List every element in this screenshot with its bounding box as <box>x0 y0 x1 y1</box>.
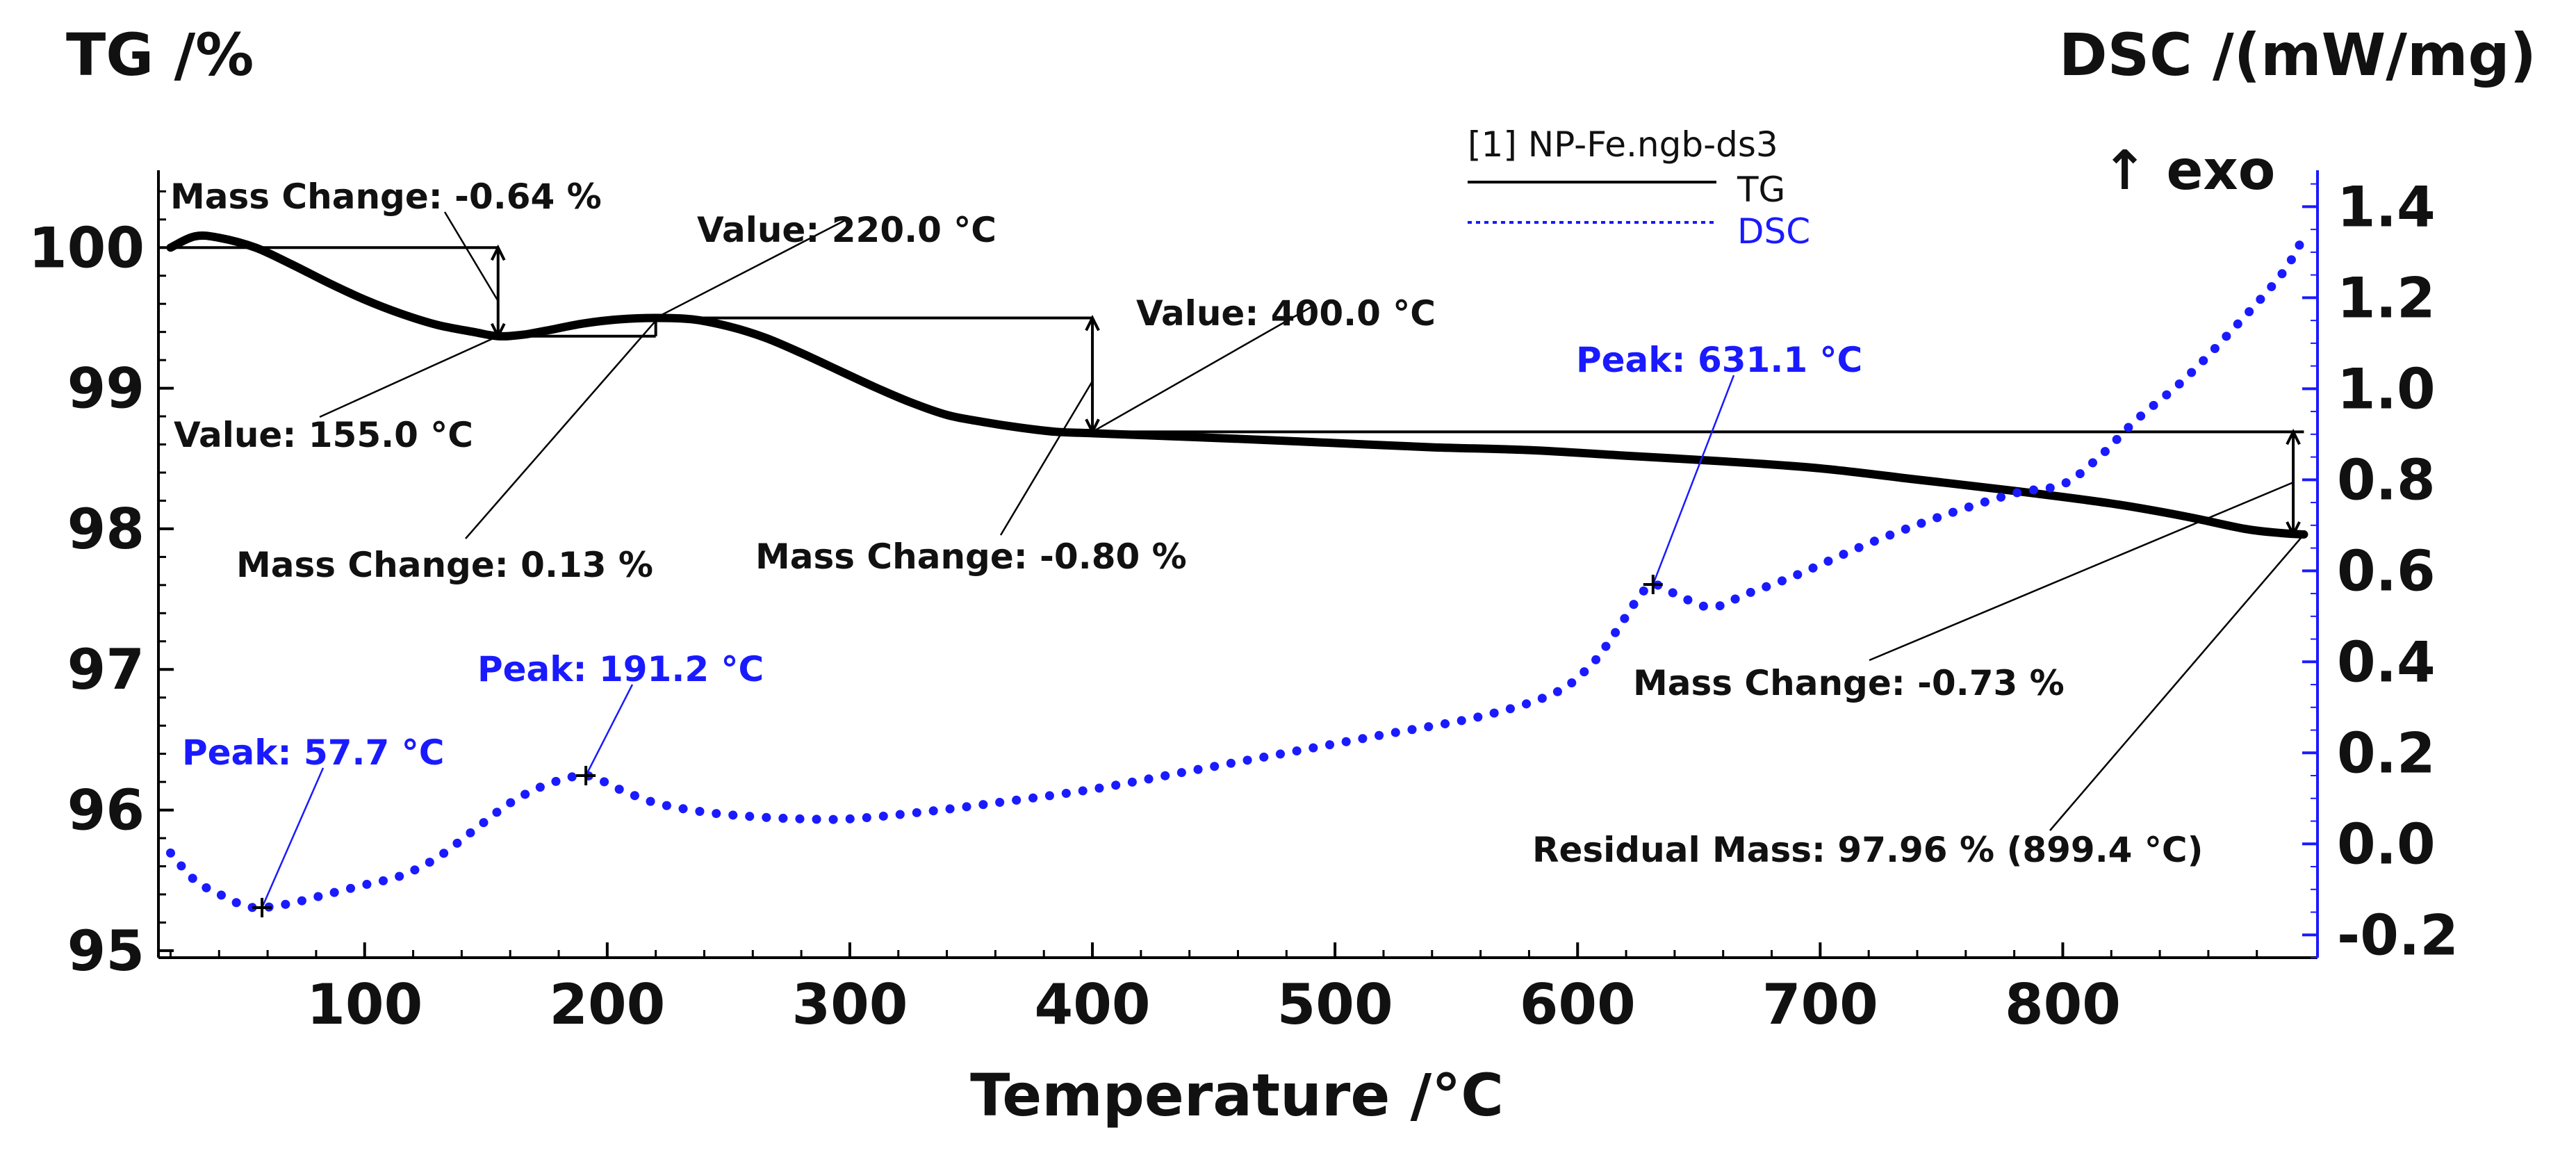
x-tick-label: 500 <box>1277 972 1393 1037</box>
tg-leader-line <box>2049 534 2305 831</box>
x-tick-label: 100 <box>306 972 423 1037</box>
y-left-tick-label: 96 <box>67 778 145 843</box>
y-right-tick-label: 0.2 <box>2337 721 2436 785</box>
legend-dsc-label: DSC <box>1737 211 1810 252</box>
y-right-tick-label: 1.0 <box>2337 357 2436 421</box>
dsc-leader-line <box>1652 375 1735 585</box>
ann-mass-change-4: Mass Change: -0.73 % <box>1633 663 2065 703</box>
x-tick-label: 700 <box>1762 972 1878 1037</box>
tg-leader-line <box>1869 482 2294 662</box>
tg-annotations: Mass Change: -0.64 % Value: 155.0 °C Mas… <box>170 177 2203 870</box>
legend-tg-label: TG <box>1737 170 1785 210</box>
x-tick-label: 400 <box>1035 972 1151 1037</box>
y-right-tick-label: 0.4 <box>2337 630 2436 694</box>
y-right-axis-title: DSC /(mW/mg) <box>2059 21 2536 89</box>
ann-mass-change-3: Mass Change: -0.80 % <box>755 537 1187 577</box>
exo-label: ↑ exo <box>2102 140 2275 202</box>
y-left-tick-label: 97 <box>67 637 145 702</box>
tg-leader-line <box>999 380 1094 536</box>
tg-leader-line <box>465 320 657 539</box>
series-layer <box>165 231 2308 913</box>
annotation-leaders <box>252 211 2305 917</box>
y-right-tick-label: 0.0 <box>2337 812 2436 876</box>
tg-leader-line <box>655 218 848 319</box>
dsc-annotations: Peak: 57.7 °C Peak: 191.2 °C Peak: 631.1… <box>182 340 1862 773</box>
y-left-axis-title: TG /% <box>66 21 254 89</box>
y-right-tick-label: -0.2 <box>2337 903 2459 967</box>
series-dsc-line <box>165 234 2308 913</box>
tg-leader-line <box>443 211 499 302</box>
y-left-tick-label: 99 <box>67 357 145 421</box>
tg-leader-line <box>1092 304 1314 433</box>
x-tick-label: 300 <box>791 972 908 1037</box>
ann-residual-mass: Residual Mass: 97.96 % (899.4 °C) <box>1532 830 2203 870</box>
y-right-tick-label: 0.6 <box>2337 539 2436 603</box>
tg-leader-line <box>319 335 499 418</box>
legend-title: [1] NP-Fe.ngb-ds3 <box>1468 124 1778 165</box>
ann-value-220: Value: 220.0 °C <box>697 210 996 250</box>
y-right-tick-label: 1.4 <box>2337 174 2436 239</box>
ann-peak-631: Peak: 631.1 °C <box>1576 340 1862 380</box>
y-right-tick-label: 1.2 <box>2337 265 2436 330</box>
arrow-head-up <box>490 244 506 261</box>
series-tg-line <box>166 231 2308 539</box>
legend: [1] NP-Fe.ngb-ds3 TG DSC <box>1468 124 1810 252</box>
dsc-leader-line <box>261 767 325 908</box>
ann-peak-57: Peak: 57.7 °C <box>182 733 444 773</box>
ann-value-155: Value: 155.0 °C <box>174 415 473 455</box>
ann-peak-191: Peak: 191.2 °C <box>477 649 764 689</box>
ann-mass-change-1: Mass Change: -0.64 % <box>170 177 602 217</box>
arrow-head-up <box>2286 428 2301 445</box>
y-right-tick-label: 0.8 <box>2337 448 2436 512</box>
y-left-tick-label: 98 <box>67 497 145 562</box>
x-tick-label: 600 <box>1520 972 1636 1037</box>
arrow-head-up <box>1085 314 1100 332</box>
y-left-tick-label: 95 <box>67 919 145 983</box>
y-left-tick-label: 100 <box>28 215 145 280</box>
x-tick-label: 200 <box>549 972 665 1037</box>
x-axis-title: Temperature /°C <box>970 1061 1504 1129</box>
dsc-leader-line <box>585 684 634 776</box>
ann-mass-change-2: Mass Change: 0.13 % <box>236 545 653 585</box>
ann-value-400: Value: 400.0 °C <box>1136 293 1436 334</box>
ticks: 100 200 300 400 500 600 700 800 95 96 97 98 99 100 -0.… <box>28 174 2459 1037</box>
x-tick-label: 800 <box>2005 972 2121 1037</box>
